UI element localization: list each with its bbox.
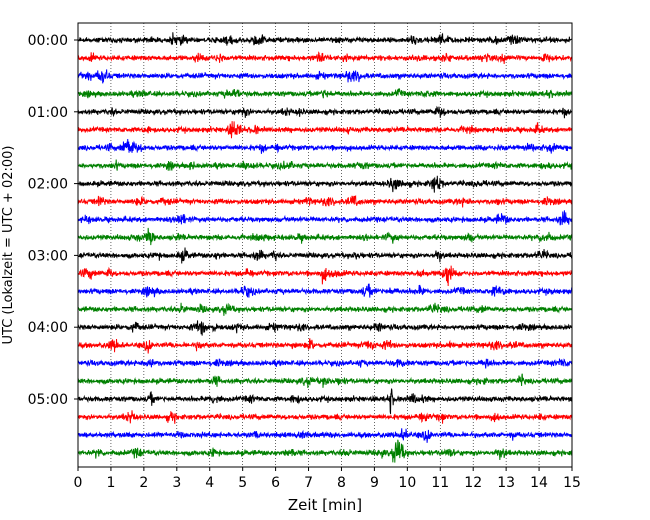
seismogram-traces <box>77 32 573 463</box>
y-axis-label: UTC (Lokalzeit = UTC + 02:00) <box>1 146 16 345</box>
y-tick-label: 01:00 <box>28 105 68 121</box>
x-tick-label: 5 <box>238 475 247 491</box>
seismic-trace-8 <box>77 175 573 193</box>
seismic-trace-6 <box>77 139 573 154</box>
seismic-trace-3 <box>77 88 573 100</box>
minute-grid <box>110 23 540 467</box>
seismic-trace-7 <box>77 159 573 171</box>
seismic-trace-23 <box>77 439 573 463</box>
x-tick-label: 6 <box>271 475 280 491</box>
x-tick-label: 13 <box>497 475 515 491</box>
plot-frame <box>77 22 573 468</box>
seismic-trace-17 <box>77 338 573 354</box>
x-tick-label: 0 <box>74 475 83 491</box>
seismic-trace-12 <box>77 247 573 264</box>
seismic-trace-20 <box>77 388 573 414</box>
x-tick-label: 7 <box>304 475 313 491</box>
seismic-trace-4 <box>77 105 573 119</box>
seismic-trace-18 <box>77 358 573 369</box>
seismic-trace-5 <box>77 121 573 139</box>
seismic-trace-10 <box>77 210 573 226</box>
y-tick-label: 00:00 <box>28 33 68 49</box>
seismic-trace-21 <box>77 410 573 424</box>
seismic-trace-2 <box>77 69 573 84</box>
y-axis-ticks: 00:00 01:00 02:00 03:00 04:00 05:00 <box>28 33 78 408</box>
seismic-trace-19 <box>77 373 573 388</box>
x-tick-label: 8 <box>337 475 346 491</box>
y-tick-label: 02:00 <box>28 177 68 193</box>
y-tick-label: 05:00 <box>28 392 68 408</box>
x-tick-label: 11 <box>431 475 449 491</box>
x-tick-label: 4 <box>205 475 214 491</box>
seismic-trace-22 <box>77 428 573 443</box>
x-tick-label: 1 <box>106 475 115 491</box>
y-tick-label: 04:00 <box>28 320 68 336</box>
x-tick-label: 2 <box>139 475 148 491</box>
seismic-trace-13 <box>77 265 573 287</box>
seismic-trace-9 <box>77 194 573 208</box>
x-tick-label: 14 <box>530 475 548 491</box>
x-axis-ticks: 0 1 2 3 4 5 6 7 8 9 10 11 12 13 14 15 <box>74 467 581 491</box>
seismic-trace-16 <box>77 320 573 336</box>
seismic-trace-14 <box>77 283 573 298</box>
y-tick-label: 03:00 <box>28 248 68 264</box>
seismic-trace-11 <box>77 227 573 246</box>
x-tick-label: 10 <box>398 475 416 491</box>
seismic-trace-0 <box>77 32 573 46</box>
seismic-trace-1 <box>77 51 573 65</box>
x-tick-label: 3 <box>172 475 181 491</box>
x-tick-label: 9 <box>370 475 379 491</box>
x-axis-label: Zeit [min] <box>288 496 362 514</box>
x-tick-label: 12 <box>464 475 482 491</box>
seismic-trace-15 <box>77 302 573 316</box>
x-tick-label: 15 <box>563 475 581 491</box>
